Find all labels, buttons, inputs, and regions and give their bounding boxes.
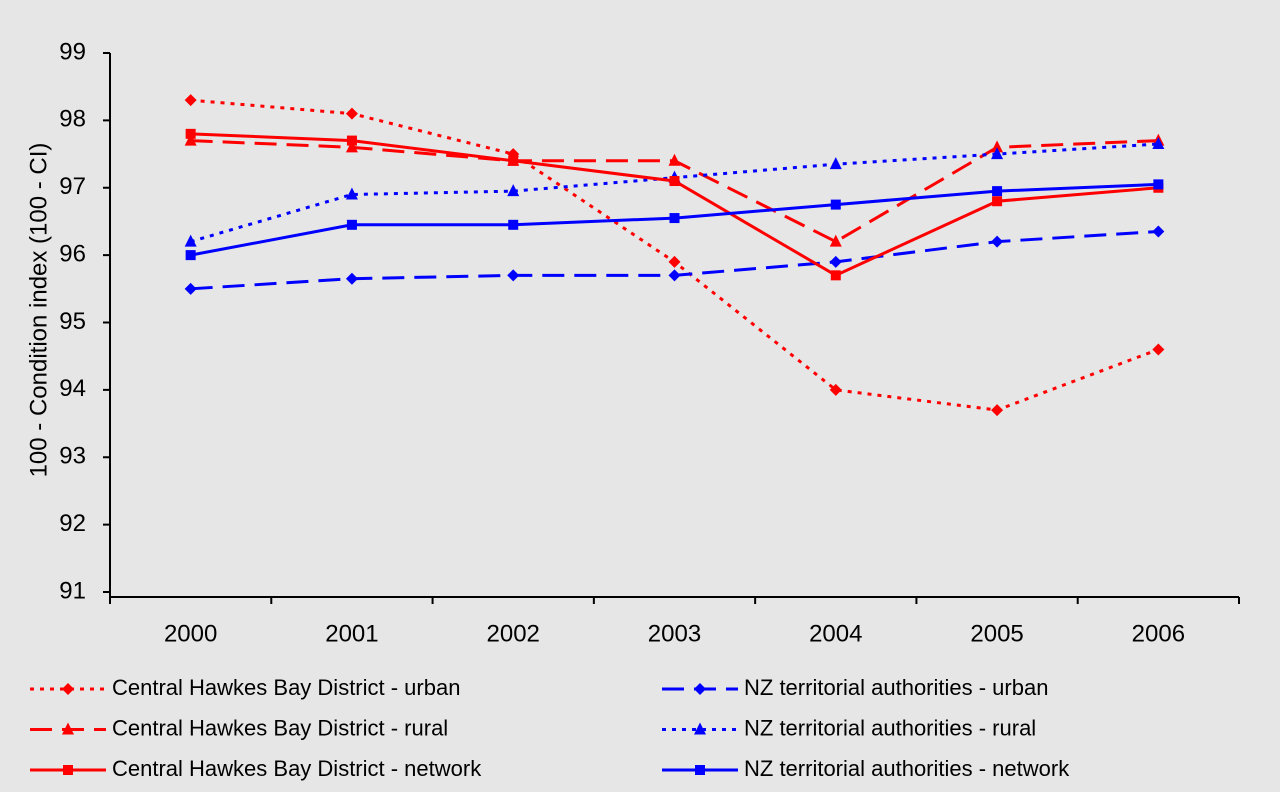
marker xyxy=(1152,136,1165,149)
y-tick-label: 94 xyxy=(59,375,86,402)
marker xyxy=(669,176,680,187)
marker xyxy=(991,140,1004,153)
legend-marker xyxy=(694,683,706,695)
marker xyxy=(345,272,358,285)
marker xyxy=(185,250,196,261)
marker xyxy=(507,269,520,282)
x-tick-label: 2005 xyxy=(970,620,1023,647)
marker xyxy=(669,213,680,224)
marker xyxy=(830,199,841,210)
marker xyxy=(1153,179,1164,190)
marker xyxy=(829,157,842,170)
marker xyxy=(508,219,519,230)
y-tick-label: 97 xyxy=(59,173,86,200)
legend-label: Central Hawkes Bay District - network xyxy=(112,756,482,781)
marker xyxy=(829,255,842,268)
marker xyxy=(829,383,842,396)
marker xyxy=(1152,225,1165,238)
y-tick-label: 91 xyxy=(59,577,86,604)
legend-marker xyxy=(62,683,74,695)
legend-label: Central Hawkes Bay District - rural xyxy=(112,715,448,740)
marker xyxy=(829,234,842,247)
legend-marker xyxy=(694,722,706,735)
legend-label: NZ territorial authorities - rural xyxy=(744,715,1036,740)
marker xyxy=(668,269,681,282)
legend-label: NZ territorial authorities - network xyxy=(744,756,1070,781)
y-tick-label: 96 xyxy=(59,240,86,267)
marker xyxy=(184,133,197,146)
marker xyxy=(184,282,197,295)
y-tick-label: 99 xyxy=(59,38,86,65)
marker xyxy=(992,186,1003,197)
x-tick-label: 2006 xyxy=(1132,620,1185,647)
legend-label: Central Hawkes Bay District - urban xyxy=(112,675,460,700)
marker xyxy=(345,187,358,200)
marker xyxy=(346,219,357,230)
legend-marker xyxy=(695,765,705,775)
marker xyxy=(185,128,196,139)
marker xyxy=(830,270,841,281)
marker xyxy=(184,94,197,107)
legend-marker xyxy=(63,765,73,775)
marker xyxy=(345,140,358,153)
x-tick-label: 2002 xyxy=(487,620,540,647)
legend-label: NZ territorial authorities - urban xyxy=(744,675,1048,700)
x-tick-label: 2000 xyxy=(164,620,217,647)
y-tick-label: 92 xyxy=(59,510,86,537)
x-tick-label: 2004 xyxy=(809,620,862,647)
marker xyxy=(184,234,197,247)
y-tick-label: 95 xyxy=(59,308,86,335)
y-tick-label: 93 xyxy=(59,443,86,470)
marker xyxy=(992,196,1003,207)
marker xyxy=(345,107,358,120)
y-tick-label: 98 xyxy=(59,106,86,133)
marker xyxy=(991,235,1004,248)
marker xyxy=(668,255,681,268)
y-axis-label: 100 - Condition index (100 - CI) xyxy=(25,143,52,478)
x-tick-label: 2001 xyxy=(325,620,378,647)
marker xyxy=(508,155,519,166)
marker xyxy=(668,153,681,166)
x-tick-label: 2003 xyxy=(648,620,701,647)
legend-marker xyxy=(62,722,74,735)
marker xyxy=(991,147,1004,160)
marker xyxy=(1152,343,1165,356)
marker xyxy=(991,404,1004,417)
marker xyxy=(346,135,357,146)
marker xyxy=(507,184,520,197)
